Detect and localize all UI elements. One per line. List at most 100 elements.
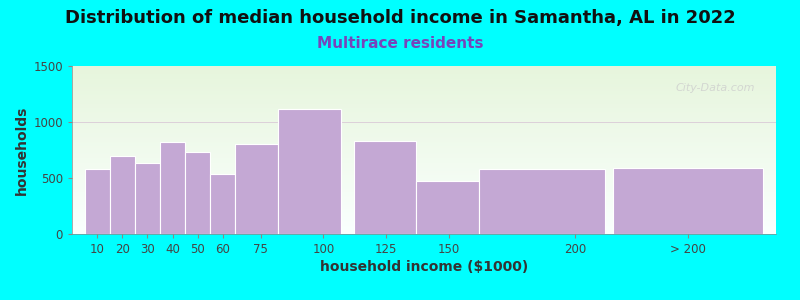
Bar [72,124,776,125]
Bar [72,97,776,98]
Bar [72,103,776,104]
Bar [72,102,776,103]
Bar [72,227,776,228]
Bar [72,139,776,140]
Bar [417,182,479,234]
Bar [72,94,776,95]
Bar [72,138,776,139]
Bar [72,82,776,83]
Bar [72,110,776,111]
Bar [72,133,776,134]
Bar [354,141,417,234]
Bar [85,169,110,234]
Bar [72,177,776,178]
Bar [72,226,776,227]
Bar [72,222,776,223]
Bar [72,161,776,162]
Bar [72,192,776,193]
Bar [72,212,776,213]
Bar [72,116,776,117]
Bar [72,211,776,212]
Bar [72,178,776,179]
Bar [72,144,776,145]
Bar [72,217,776,218]
Bar [72,80,776,81]
X-axis label: household income ($1000): household income ($1000) [320,260,528,274]
Bar [72,172,776,173]
Bar [160,142,185,234]
Bar [72,131,776,132]
Bar [72,186,776,187]
Bar [72,121,776,122]
Bar [110,156,135,234]
Bar [72,193,776,194]
Bar [72,169,776,170]
Bar [72,117,776,118]
Bar [72,230,776,231]
Bar [72,76,776,77]
Bar [72,98,776,99]
Bar [72,163,776,164]
Bar [72,136,776,137]
Bar [72,143,776,144]
Bar [72,77,776,78]
Bar [72,70,776,71]
Bar [210,173,235,234]
Bar [72,215,776,216]
Bar [72,199,776,200]
Bar [72,115,776,116]
Bar [72,83,776,84]
Bar [72,87,776,88]
Bar [72,66,776,67]
Bar [72,156,776,157]
Bar [72,108,776,109]
Bar [72,180,776,181]
Bar [72,71,776,72]
Bar [72,68,776,69]
Text: City-Data.com: City-Data.com [675,83,755,93]
Bar [278,109,341,234]
Bar [72,100,776,101]
Bar [72,209,776,210]
Bar [72,75,776,76]
Bar [72,145,776,146]
Bar [72,219,776,220]
Bar [72,148,776,149]
Bar [72,120,776,121]
Bar [72,126,776,127]
Bar [72,109,776,110]
Bar [72,89,776,90]
Bar [72,127,776,128]
Bar [72,125,776,126]
Bar [72,146,776,147]
Bar [72,173,776,174]
Bar [72,86,776,87]
Text: Distribution of median household income in Samantha, AL in 2022: Distribution of median household income … [65,9,735,27]
Bar [72,220,776,221]
Bar [72,188,776,189]
Bar [72,91,776,92]
Bar [72,141,776,142]
Y-axis label: households: households [15,105,29,195]
Bar [72,196,776,197]
Bar [72,151,776,152]
Bar [72,198,776,199]
Bar [72,179,776,180]
Bar [72,105,776,106]
Bar [72,154,776,155]
Bar [72,202,776,203]
Bar [72,137,776,138]
Bar [72,167,776,168]
Bar [72,218,776,219]
Bar [72,206,776,207]
Bar [72,160,776,161]
Bar [72,72,776,73]
Bar [72,175,776,176]
Bar [72,159,776,160]
Bar [72,114,776,115]
Bar [72,207,776,208]
Bar [72,185,776,186]
Bar [72,205,776,206]
Text: Multirace residents: Multirace residents [317,36,483,51]
Bar [72,132,776,133]
